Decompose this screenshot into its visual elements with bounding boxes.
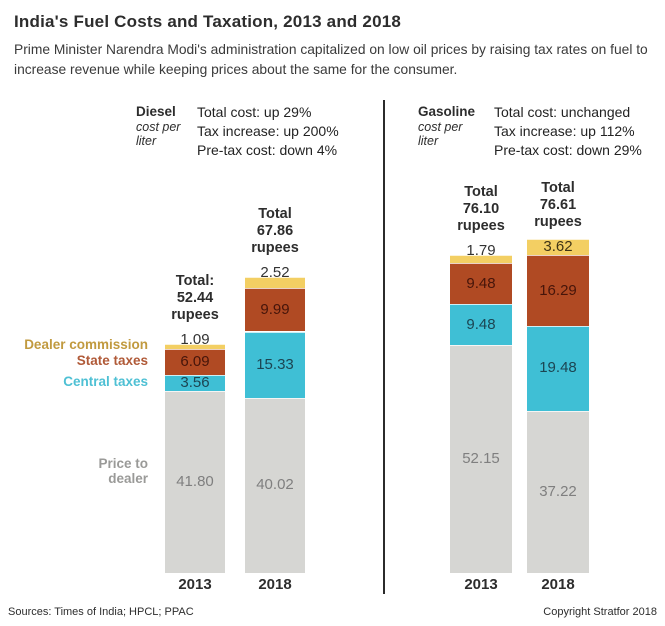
gasoline-note-tax-increase: Tax increase: up 112% [494, 123, 635, 139]
gasoline-header: Gasoline cost per liter [418, 104, 480, 148]
state-taxes-segment [450, 262, 512, 305]
state-taxes-segment [165, 348, 225, 376]
diesel-note-pretax-cost: Pre-tax cost: down 4% [197, 142, 338, 158]
segment-value-label: 3.56 [180, 374, 210, 392]
segment-value-label: 3.62 [543, 237, 573, 255]
legend-state-taxes: State taxes [76, 353, 148, 368]
gasoline-annotations: Total cost: unchanged Tax increase: up 1… [494, 103, 642, 160]
diesel-annotations: Total cost: up 29% Tax increase: up 200%… [197, 103, 339, 160]
price-to-dealer-segment [450, 345, 512, 573]
price-to-dealer-segment [527, 410, 589, 573]
segment-value-label: 1.79 [466, 241, 496, 259]
sources-note: Sources: Times of India; HPCL; PPAC [8, 606, 194, 618]
dealer-commission-segment [165, 343, 225, 349]
total-label-line: 52.44 [176, 289, 214, 306]
diesel-note-tax-increase: Tax increase: up 200% [197, 123, 339, 139]
total-label: Total 76.61 rupees [498, 180, 618, 231]
total-label: Total: 52.44 rupees [135, 273, 255, 324]
gasoline-note-pretax-cost: Pre-tax cost: down 29% [494, 142, 642, 158]
diesel-unit-label: cost per liter [136, 120, 181, 148]
segment-value-label: 19.48 [539, 358, 577, 376]
total-label: Total 76.10 rupees [421, 184, 541, 235]
central-taxes-segment [165, 375, 225, 391]
legend-dealer-commission: Dealer commission [24, 337, 148, 352]
copyright-note: Copyright Stratfor 2018 [543, 606, 657, 618]
central-taxes-segment [527, 325, 589, 411]
gasoline-unit-label: cost per liter [418, 120, 463, 148]
page-title: India's Fuel Costs and Taxation, 2013 an… [14, 12, 402, 31]
dealer-commission-segment [245, 276, 305, 288]
total-label-line: Total: [175, 272, 215, 289]
year-label: 2018 [258, 576, 292, 593]
total-label-line: rupees [534, 213, 582, 230]
segment-value-label: 52.15 [462, 450, 500, 468]
total-label-line: rupees [171, 306, 219, 323]
segment-value-label: 40.02 [256, 476, 294, 494]
diesel-label: Diesel [136, 104, 176, 119]
dealer-commission-segment [527, 238, 589, 255]
segment-value-label: 9.48 [466, 274, 496, 292]
segment-value-label: 41.80 [176, 472, 214, 490]
subtitle: Prime Minister Narendra Modi's administr… [14, 42, 648, 77]
state-taxes-segment [245, 287, 305, 332]
total-label-line: Total [258, 205, 292, 222]
price-to-dealer-segment [245, 398, 305, 573]
segment-value-label: 9.48 [466, 316, 496, 334]
year-label: 2013 [464, 576, 498, 593]
total-label-line: rupees [251, 239, 299, 256]
state-taxes-segment [527, 254, 589, 326]
segment-value-label: 9.99 [260, 300, 290, 318]
year-label: 2013 [178, 576, 212, 593]
gasoline-note-total-cost: Total cost: unchanged [494, 104, 631, 120]
legend-central-taxes: Central taxes [63, 374, 148, 389]
segment-value-label: 2.52 [260, 263, 290, 281]
gasoline-label: Gasoline [418, 104, 476, 119]
legend-price-to-dealer: Price to dealer [98, 456, 148, 486]
segment-value-label: 37.22 [539, 482, 577, 500]
segment-value-label: 6.09 [180, 352, 210, 370]
segment-value-label: 15.33 [256, 355, 294, 373]
total-label-line: 67.86 [256, 222, 294, 239]
total-label-line: Total [464, 183, 498, 200]
segment-value-label: 16.29 [539, 281, 577, 299]
total-label-line: Total [541, 179, 575, 196]
section-divider [383, 100, 385, 594]
segment-value-label: 1.09 [180, 330, 210, 348]
total-label: Total 67.86 rupees [215, 206, 335, 257]
total-label-line: rupees [457, 217, 505, 234]
diesel-note-total-cost: Total cost: up 29% [197, 104, 312, 120]
central-taxes-segment [245, 331, 305, 399]
central-taxes-segment [450, 304, 512, 346]
price-to-dealer-segment [165, 390, 225, 573]
dealer-commission-segment [450, 254, 512, 263]
total-label-line: 76.10 [462, 200, 500, 217]
year-label: 2018 [541, 576, 575, 593]
diesel-header: Diesel cost per liter [136, 104, 198, 148]
total-label-line: 76.61 [539, 196, 577, 213]
